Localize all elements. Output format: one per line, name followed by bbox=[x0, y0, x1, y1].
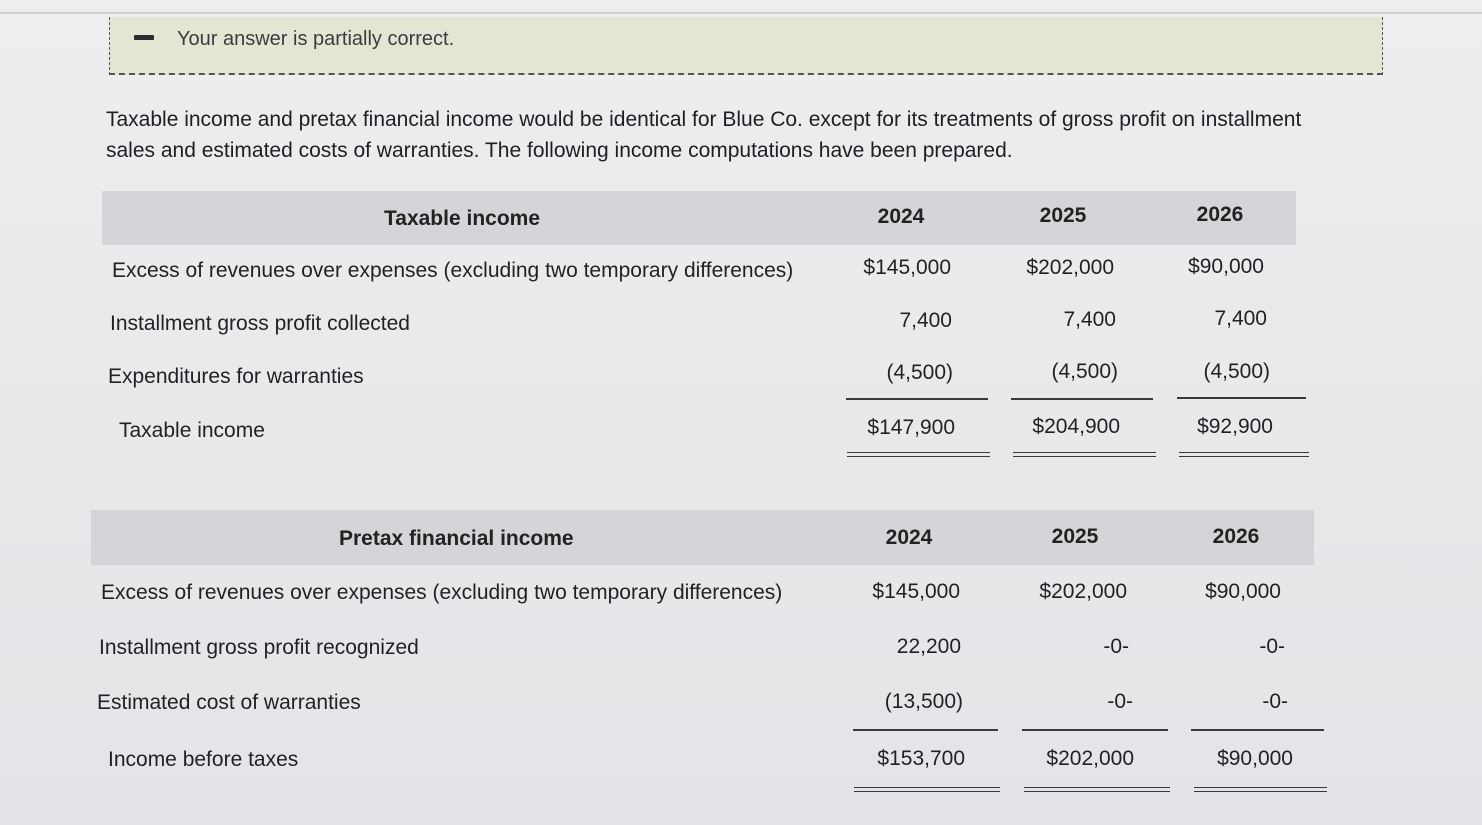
pretax-cell: -0- bbox=[1262, 690, 1288, 713]
taxable-cell: (4,500) bbox=[886, 361, 953, 384]
taxable-row-label: Excess of revenues over expenses (exclud… bbox=[112, 259, 794, 282]
pretax-table-header: Pretax financial income 2024 2025 2026 bbox=[91, 510, 1314, 565]
taxable-total-cell: $204,900 bbox=[1032, 415, 1120, 438]
year-header-2025: 2025 bbox=[1039, 204, 1087, 227]
taxable-cell: (4,500) bbox=[1203, 360, 1270, 383]
year-header-2026: 2026 bbox=[1196, 203, 1244, 226]
total-double-rule bbox=[1194, 787, 1327, 792]
year-header-2024: 2024 bbox=[877, 205, 925, 228]
total-double-rule bbox=[854, 787, 1000, 792]
subtotal-rule bbox=[853, 729, 998, 731]
subtotal-rule bbox=[1011, 398, 1153, 400]
taxable-cell: 7,400 bbox=[1214, 307, 1267, 330]
year-header-2026: 2026 bbox=[1212, 525, 1260, 548]
taxable-table-title: Taxable income bbox=[384, 207, 541, 230]
subtotal-rule bbox=[1177, 397, 1306, 399]
taxable-row-label: Installment gross profit collected bbox=[110, 312, 410, 335]
feedback-banner: Your answer is partially correct. bbox=[109, 17, 1383, 75]
total-double-rule bbox=[1024, 787, 1170, 792]
pretax-cell: $202,000 bbox=[1039, 580, 1127, 603]
pretax-cell: $90,000 bbox=[1205, 580, 1281, 603]
year-header-2024: 2024 bbox=[885, 526, 933, 549]
subtotal-rule bbox=[1191, 729, 1324, 731]
feedback-message: Your answer is partially correct. bbox=[177, 28, 455, 50]
taxable-cell: 7,400 bbox=[899, 309, 952, 332]
pretax-total-cell: $90,000 bbox=[1217, 747, 1293, 770]
pretax-cell: -0- bbox=[1103, 635, 1129, 658]
taxable-table-header: Taxable income 2024 2025 2026 bbox=[102, 191, 1296, 245]
pretax-total-cell: $202,000 bbox=[1046, 747, 1134, 770]
taxable-cell: $90,000 bbox=[1188, 255, 1264, 278]
pretax-row-label: Income before taxes bbox=[108, 748, 299, 771]
subtotal-rule bbox=[846, 398, 988, 400]
taxable-cell: 7,400 bbox=[1063, 308, 1116, 331]
minus-icon bbox=[134, 35, 154, 40]
pretax-row-label: Excess of revenues over expenses (exclud… bbox=[101, 581, 783, 604]
pretax-cell: 22,200 bbox=[896, 635, 961, 658]
taxable-row-label: Expenditures for warranties bbox=[108, 365, 364, 388]
pretax-cell: (13,500) bbox=[884, 690, 963, 713]
total-double-rule bbox=[1013, 452, 1156, 457]
year-header-2025: 2025 bbox=[1051, 525, 1099, 548]
total-double-rule bbox=[1179, 452, 1309, 457]
top-divider bbox=[0, 12, 1482, 14]
taxable-total-cell: $92,900 bbox=[1197, 415, 1273, 438]
pretax-row-label: Installment gross profit recognized bbox=[99, 636, 419, 659]
pretax-cell: -0- bbox=[1107, 690, 1133, 713]
taxable-cell: (4,500) bbox=[1051, 360, 1118, 383]
taxable-total-cell: $147,900 bbox=[867, 416, 955, 439]
pretax-cell: $145,000 bbox=[872, 580, 960, 603]
subtotal-rule bbox=[1022, 729, 1168, 731]
total-double-rule bbox=[847, 452, 990, 457]
pretax-total-cell: $153,700 bbox=[877, 747, 965, 770]
taxable-cell: $202,000 bbox=[1026, 256, 1114, 279]
taxable-row-label: Taxable income bbox=[119, 419, 265, 442]
pretax-table-title: Pretax financial income bbox=[339, 527, 574, 550]
taxable-cell: $145,000 bbox=[863, 256, 951, 279]
pretax-cell: -0- bbox=[1259, 635, 1285, 658]
pretax-row-label: Estimated cost of warranties bbox=[97, 691, 361, 714]
problem-intro: Taxable income and pretax financial inco… bbox=[106, 108, 1302, 162]
